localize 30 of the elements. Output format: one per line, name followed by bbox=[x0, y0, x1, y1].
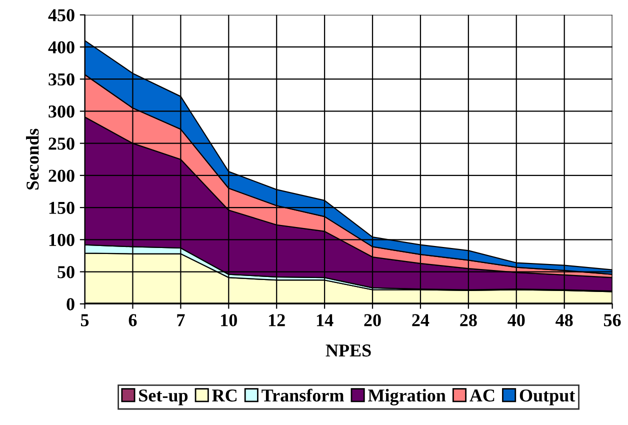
x-tick-label: 40 bbox=[508, 314, 525, 326]
x-tick-label: 48 bbox=[556, 314, 573, 326]
x-tick-label: 10 bbox=[221, 314, 237, 326]
legend-label: Transform bbox=[262, 388, 344, 402]
y-tick-label: 150 bbox=[49, 202, 74, 214]
x-tick-label: 28 bbox=[460, 314, 477, 326]
x-tick-label: 6 bbox=[128, 314, 137, 326]
legend-label: Output bbox=[520, 389, 576, 406]
x-tick-label: 12 bbox=[269, 314, 285, 326]
y-tick-label: 0 bbox=[66, 298, 74, 310]
legend-label: RC bbox=[212, 389, 236, 402]
x-tick-label: 7 bbox=[177, 314, 185, 326]
x-tick-label: 24 bbox=[412, 314, 430, 326]
y-tick-label: 400 bbox=[48, 41, 74, 54]
y-tick-label: 50 bbox=[58, 266, 74, 278]
legend-label: Migration bbox=[368, 388, 446, 406]
y-tick-label: 300 bbox=[48, 105, 74, 118]
legend-label: Set-up bbox=[139, 389, 188, 406]
y-tick-label: 100 bbox=[49, 234, 74, 246]
x-tick-label: 5 bbox=[80, 314, 89, 326]
y-tick-label: 450 bbox=[48, 9, 74, 22]
x-tick-label: 20 bbox=[364, 314, 381, 326]
y-tick-label: 200 bbox=[48, 170, 74, 182]
y-tick-label: 350 bbox=[48, 73, 74, 86]
y-axis-title: Seconds bbox=[26, 128, 39, 190]
legend-label: AC bbox=[470, 389, 494, 402]
y-tick-label: 250 bbox=[48, 138, 74, 150]
x-tick-label: 14 bbox=[316, 314, 334, 326]
x-axis-title: NPES bbox=[326, 344, 371, 357]
x-tick-label: 56 bbox=[604, 314, 621, 326]
